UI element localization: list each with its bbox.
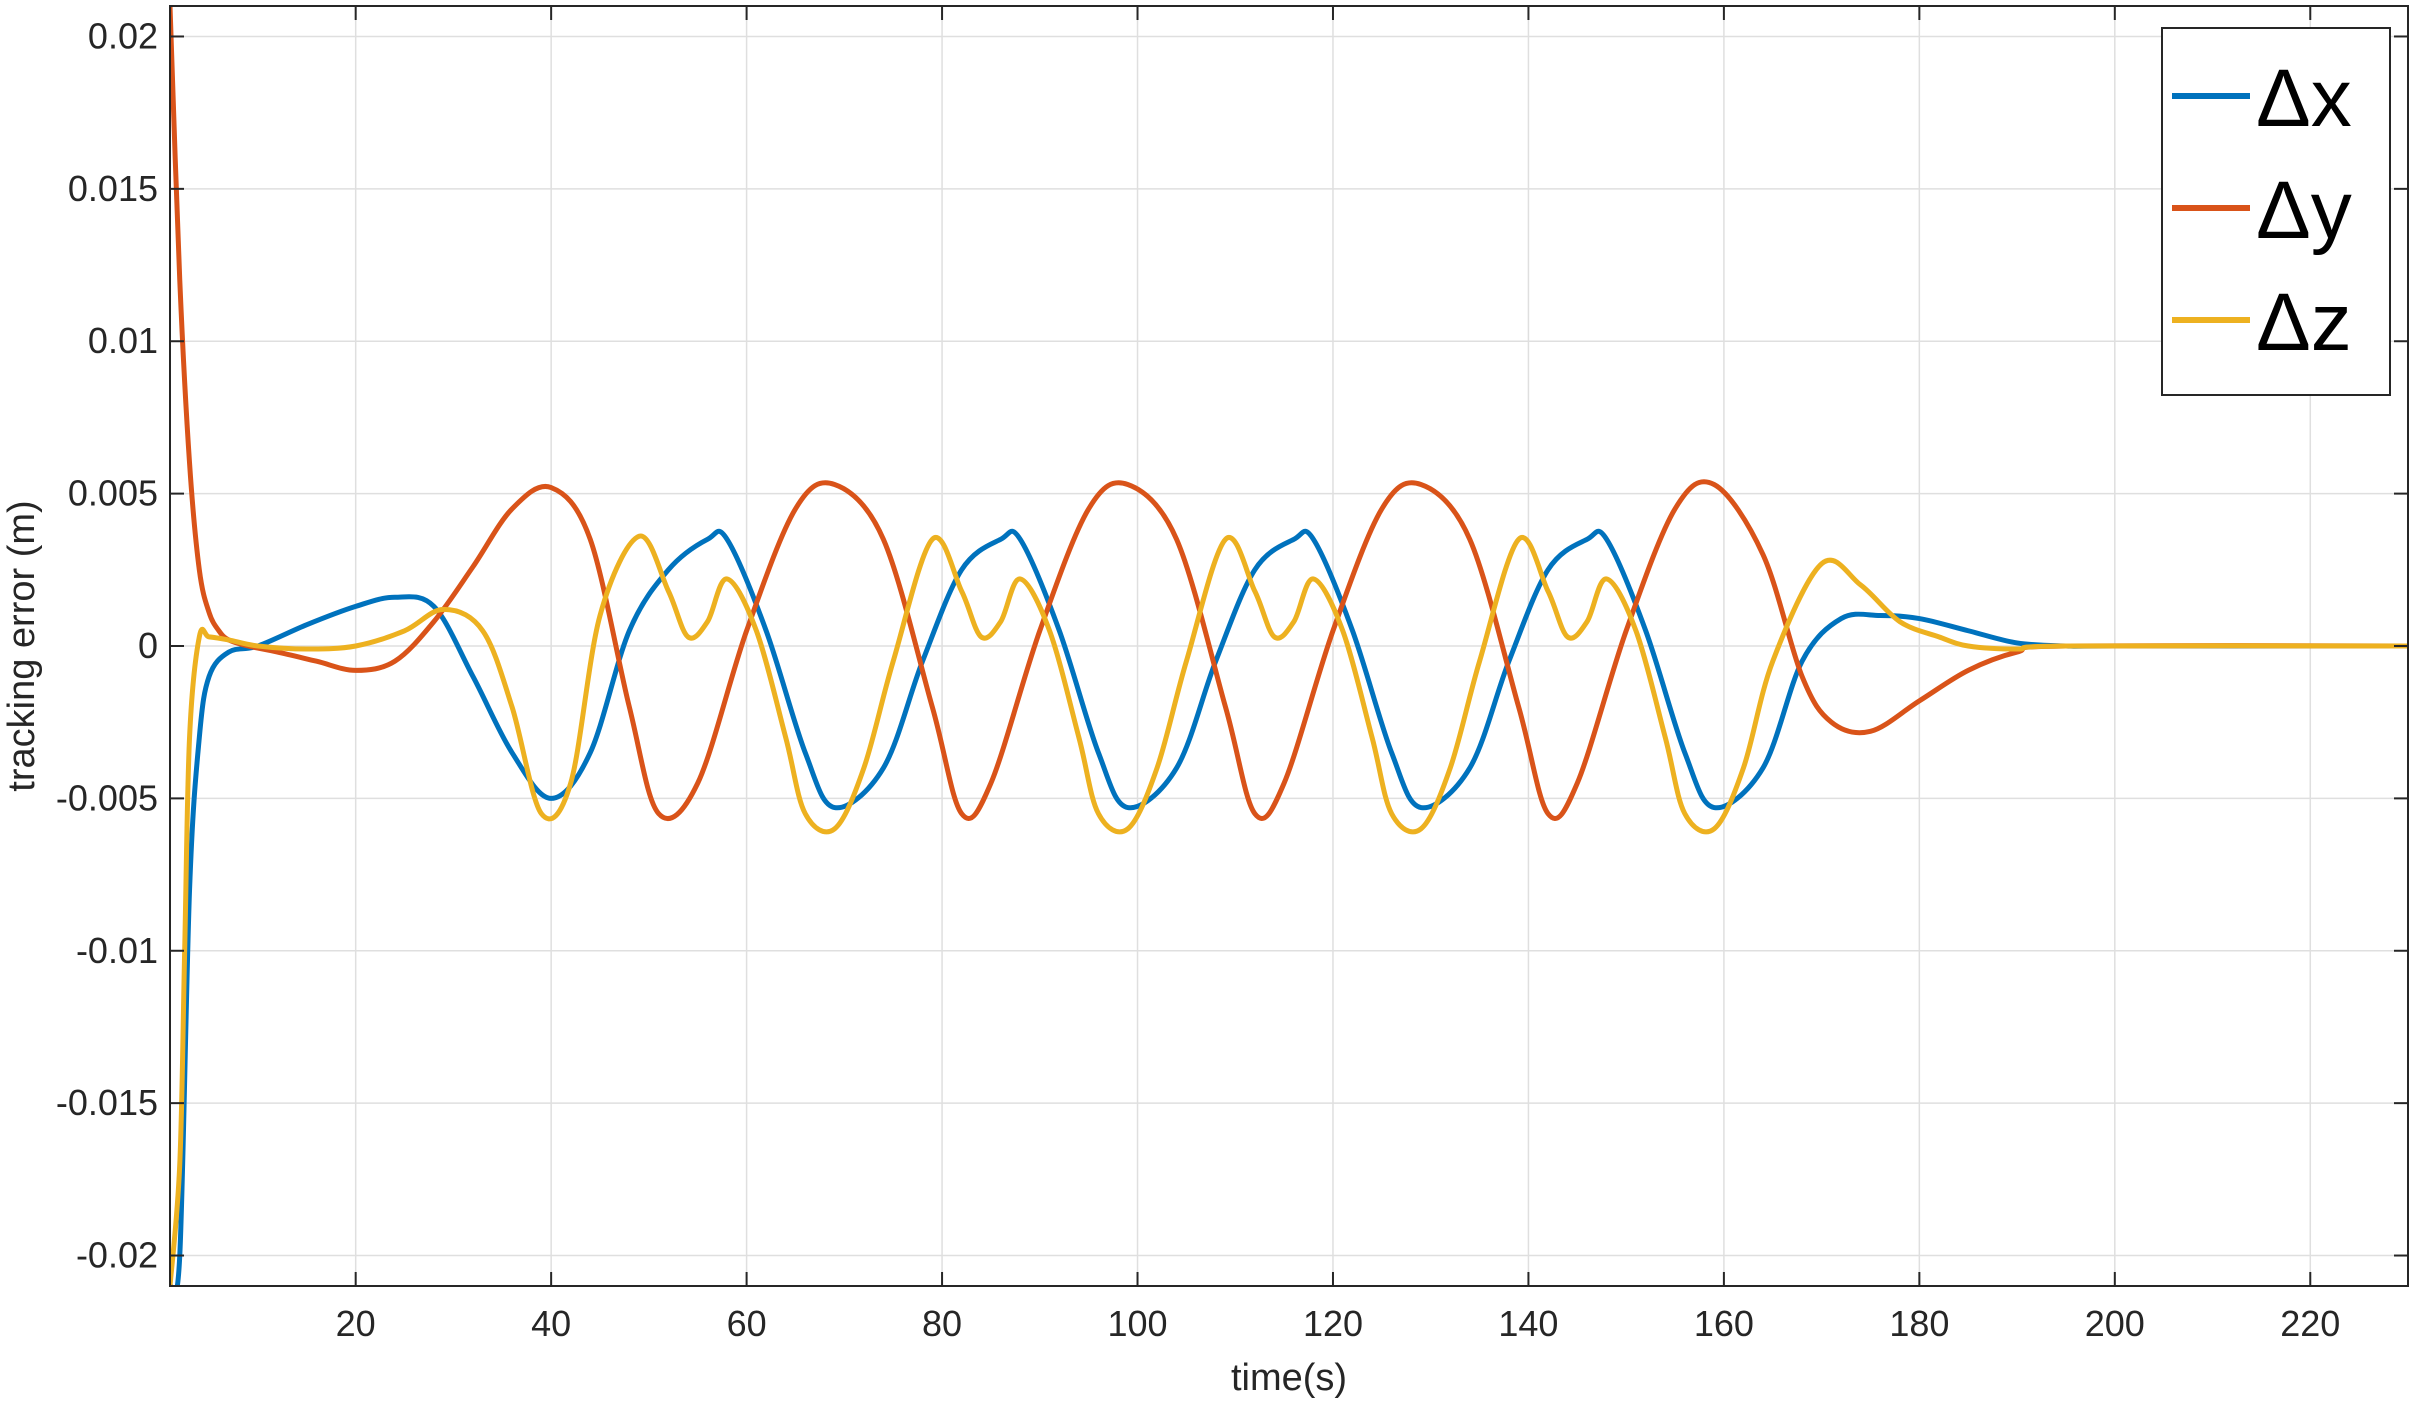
legend-label: Δy [2256, 165, 2352, 256]
y-tick-label: 0.015 [68, 168, 158, 209]
series-line-1 [170, 528, 2408, 1286]
y-tick-label: 0.005 [68, 473, 158, 514]
y-tick-label: 0.01 [88, 320, 158, 361]
x-tick-label: 180 [1889, 1303, 1949, 1344]
x-tick-label: 40 [531, 1303, 571, 1344]
y-tick-label: -0.015 [56, 1082, 158, 1123]
x-tick-label: 220 [2280, 1303, 2340, 1344]
x-axis-label: time(s) [1231, 1357, 1347, 1399]
x-tick-label: 60 [727, 1303, 767, 1344]
series-layer [170, 6, 2408, 1286]
legend-box [2161, 27, 2391, 396]
x-tick-label: 80 [922, 1303, 962, 1344]
series-line-3 [170, 533, 2408, 1286]
legend-label: Δz [2256, 277, 2352, 368]
y-tick-label: 0.02 [88, 15, 158, 56]
y-tick-label: -0.02 [76, 1235, 158, 1276]
x-tick-label: 160 [1694, 1303, 1754, 1344]
x-tick-label: 20 [336, 1303, 376, 1344]
legend: Δx Δy Δz [2161, 27, 2391, 396]
x-tick-label: 200 [2085, 1303, 2145, 1344]
y-tick-label: -0.01 [76, 930, 158, 971]
tick-labels: 20 40 60 80 100 120 140 160 180 200 220 -0.02 -0.015… [56, 15, 2340, 1344]
y-tick-label: 0 [138, 625, 158, 666]
ticks [170, 6, 2408, 1286]
series-line-2 [170, 6, 2408, 821]
x-tick-label: 100 [1107, 1303, 1167, 1344]
y-tick-label: -0.005 [56, 777, 158, 818]
x-tick-label: 140 [1498, 1303, 1558, 1344]
y-axis-label: tracking error (m) [1, 500, 43, 791]
x-tick-label: 120 [1303, 1303, 1363, 1344]
legend-label: Δx [2256, 53, 2352, 144]
